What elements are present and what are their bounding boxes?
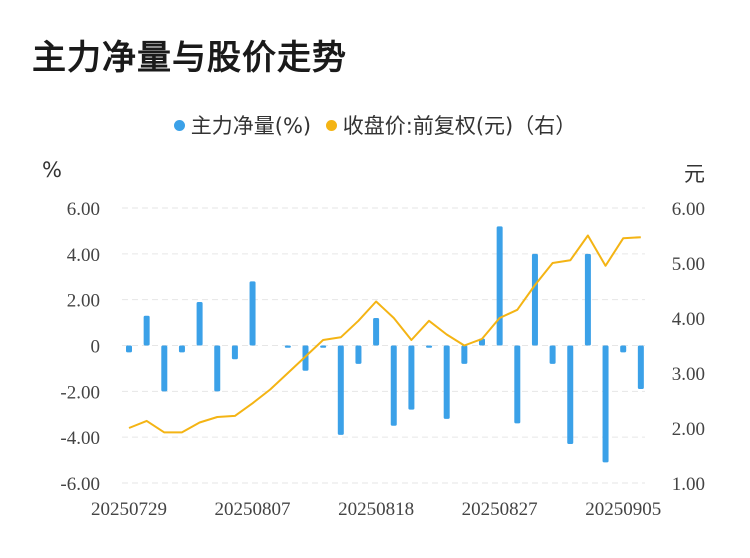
right-tick-label: 4.00	[672, 309, 705, 330]
net-volume-bar	[443, 345, 450, 419]
close-price-line	[128, 234, 641, 434]
net-volume-bar	[496, 226, 503, 346]
left-tick-label: -2.00	[60, 382, 100, 403]
net-volume-bar	[249, 281, 256, 346]
net-volume-bar	[531, 253, 538, 346]
legend-dot-net-volume	[173, 120, 185, 131]
left-tick-label: 2.00	[67, 291, 100, 312]
right-axis-unit: 元	[684, 162, 705, 186]
left-tick-label: 6.00	[67, 199, 100, 220]
right-tick-label: 5.00	[672, 254, 705, 275]
net-volume-bar	[514, 345, 521, 424]
right-tick-label: 6.00	[672, 199, 705, 220]
net-volume-bar	[408, 345, 415, 410]
legend-label-close-price: 收盘价:前复权(元)（右）	[342, 114, 577, 138]
net-volume-bar	[426, 345, 433, 348]
legend-label-net-volume: 主力净量(%)	[190, 114, 312, 138]
left-tick-label: -6.00	[60, 474, 100, 495]
left-tick-label: 0	[91, 337, 101, 358]
x-tick-label: 20250827	[462, 499, 538, 520]
net-volume-bar	[196, 301, 203, 346]
x-tick-label: 20250807	[215, 499, 291, 520]
right-tick-label: 2.00	[672, 419, 705, 440]
net-volume-bar	[390, 345, 397, 426]
x-tick-label: 20250818	[338, 499, 414, 520]
net-volume-bar	[161, 345, 168, 392]
left-tick-label: 4.00	[67, 245, 100, 266]
chart-title: 主力净量与股价走势	[32, 38, 347, 78]
legend-dot-close-price	[325, 120, 337, 131]
net-volume-bar	[373, 318, 380, 346]
net-volume-bar	[320, 345, 327, 348]
left-axis-unit: %	[42, 158, 62, 182]
net-volume-bar	[567, 345, 574, 445]
net-volume-bar	[637, 345, 644, 390]
net-volume-bar	[214, 345, 221, 392]
net-volume-bar	[178, 345, 185, 353]
net-volume-bar	[337, 345, 344, 435]
left-tick-label: -4.00	[60, 428, 100, 449]
net-volume-bar	[126, 345, 132, 353]
net-volume-bar	[549, 345, 556, 364]
net-volume-bar	[461, 345, 468, 364]
net-volume-bar	[231, 345, 238, 360]
net-volume-bar	[302, 345, 309, 371]
net-volume-bar	[143, 315, 150, 346]
x-tick-label: 20250905	[585, 499, 661, 520]
legend-item-net-volume[interactable]: 主力净量(%)	[173, 110, 312, 140]
net-volume-bar	[284, 345, 291, 348]
right-tick-label: 1.00	[672, 474, 705, 495]
net-volume-bar	[620, 345, 627, 353]
legend-item-close-price[interactable]: 收盘价:前复权(元)（右）	[325, 110, 577, 140]
x-tick-label: 20250729	[91, 499, 167, 520]
net-volume-bar	[355, 345, 362, 364]
net-volume-bar	[602, 345, 609, 463]
right-tick-label: 3.00	[672, 364, 705, 385]
chart-legend: 主力净量(%) 收盘价:前复权(元)（右）	[0, 110, 750, 140]
net-volume-bar	[584, 253, 591, 346]
